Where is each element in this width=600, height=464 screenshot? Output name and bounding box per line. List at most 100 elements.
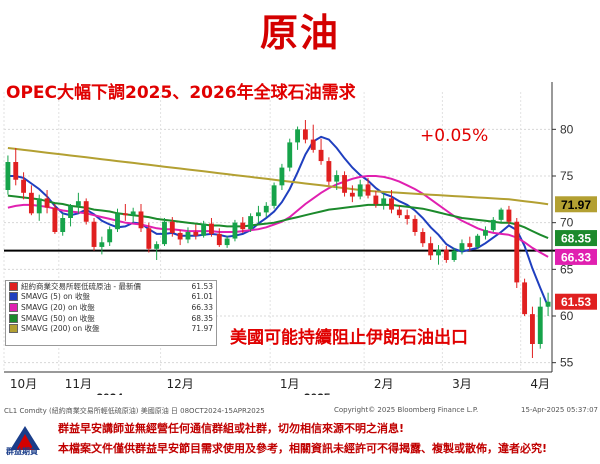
candle-body — [302, 129, 308, 140]
chart-legend: 紐約商業交易所輕低硫原油 - 最新價 61.53 SMAVG (5) on 收盤… — [5, 280, 217, 346]
candle-body — [318, 149, 324, 162]
legend-label: SMAVG (20) on 收盤 — [21, 302, 95, 312]
candle-body — [310, 139, 316, 150]
candle-body — [177, 232, 183, 240]
candle-body — [279, 167, 285, 186]
legend-swatch — [9, 313, 18, 323]
legend-label: SMAVG (5) on 收盤 — [21, 292, 90, 302]
candle-body — [443, 249, 449, 260]
candle-body — [68, 205, 73, 218]
legend-row: SMAVG (200) on 收盤 71.97 — [6, 323, 216, 334]
candle-body — [287, 142, 293, 168]
candle-body — [5, 162, 11, 190]
source-copyright: Copyright© 2025 Bloomberg Finance L.P. — [334, 406, 479, 414]
candle-body — [412, 218, 418, 232]
y-tick-label: 80 — [560, 122, 574, 136]
x-tick-label: 11月 — [65, 377, 92, 391]
legend-swatch — [9, 324, 18, 334]
last-value-text: 71.97 — [561, 198, 591, 212]
legend-row: SMAVG (50) on 收盤 68.35 — [6, 313, 216, 324]
candle-body — [467, 243, 473, 247]
candle-body — [216, 233, 222, 246]
y-tick-label: 75 — [560, 169, 574, 183]
candle-body — [459, 243, 465, 251]
candle-body — [381, 198, 387, 204]
candle-body — [138, 211, 144, 229]
legend-value: 61.01 — [191, 292, 213, 302]
candle-body — [130, 211, 136, 216]
candle-body — [146, 228, 152, 249]
last-value-tags: 71.97 68.35 66.33 61.53 — [555, 196, 597, 310]
candle-body — [201, 223, 207, 236]
candle-body — [545, 301, 551, 307]
candle-body — [224, 238, 230, 246]
series-line — [7, 194, 549, 240]
candle-body — [248, 216, 254, 230]
candle-body — [349, 192, 355, 197]
last-value-text: 61.53 — [561, 295, 591, 309]
candle-body — [506, 209, 512, 222]
candle-body — [169, 221, 175, 233]
price-chart: 55 60 65 70 75 80 10月 11月 12月 1月 2月 3月 4月 2024 2025 71… — [3, 82, 597, 395]
candle-body — [99, 242, 105, 247]
candle-body — [162, 221, 167, 245]
last-value-text: 66.33 — [561, 250, 591, 264]
legend-label: SMAVG (200) on 收盤 — [21, 324, 100, 334]
last-value-tag — [555, 293, 597, 310]
series-line — [7, 175, 549, 258]
legend-label: 紐約商業交易所輕低硫原油 - 最新價 — [21, 281, 141, 291]
legend-row: 紐約商業交易所輕低硫原油 - 最新價 61.53 — [6, 281, 216, 292]
candle-body — [373, 195, 379, 204]
candle-body — [389, 198, 394, 210]
candle-body — [334, 175, 340, 182]
page-title: 原油 — [259, 11, 340, 55]
legend-swatch — [9, 302, 18, 312]
candle-body — [498, 209, 504, 220]
percent-change: +0.05% — [420, 126, 489, 146]
candles — [5, 120, 551, 358]
candle-body — [232, 222, 238, 239]
candle-body — [514, 221, 520, 283]
candle-body — [428, 243, 434, 256]
candle-body — [36, 198, 42, 214]
candle-body — [60, 218, 66, 232]
candle-body — [28, 192, 34, 214]
legend-value: 68.35 — [191, 313, 213, 323]
x-tick-label: 3月 — [452, 377, 472, 391]
y-tick-label: 55 — [560, 356, 574, 370]
candle-body — [107, 229, 113, 243]
candle-body — [21, 179, 26, 193]
legend-value: 61.53 — [191, 281, 213, 291]
candle-body — [483, 230, 488, 236]
x-tick-label: 1月 — [280, 377, 300, 391]
legend-value: 66.33 — [191, 302, 213, 312]
candle-body — [365, 184, 371, 196]
x-tick-label: 4月 — [530, 377, 550, 391]
axes: 55 60 65 70 75 80 10月 11月 12月 1月 2月 3月 4月 2024 2025 — [4, 82, 574, 395]
candle-body — [122, 213, 128, 216]
series-line — [7, 147, 549, 206]
candle-body — [154, 244, 160, 249]
y-tick-label: 60 — [560, 309, 574, 323]
candle-body — [13, 162, 19, 180]
candle-body — [404, 215, 410, 219]
candle-body — [209, 223, 214, 234]
candle-body — [75, 201, 81, 206]
candle-body — [44, 198, 50, 208]
candle-body — [522, 282, 528, 315]
chart-subtitle: OPEC大幅下調2025、2026年全球石油需求 — [6, 83, 356, 103]
last-value-tag — [555, 230, 597, 247]
legend-row: SMAVG (5) on 收盤 61.01 — [6, 292, 216, 303]
x-tick-label: 10月 — [10, 377, 37, 391]
source-timestamp: 15-Apr-2025 05:37:07 — [521, 406, 598, 414]
candle-body — [256, 212, 261, 217]
candle-body — [342, 175, 347, 193]
candle-body — [83, 201, 89, 222]
legend-value: 71.97 — [191, 324, 213, 334]
candle-body — [91, 221, 97, 247]
candle-body — [326, 161, 332, 182]
x-tick-label: 2月 — [374, 377, 394, 391]
candle-body — [193, 232, 199, 236]
last-value-text: 68.35 — [561, 232, 591, 246]
chart-annotation: 美國可能持續阻止伊朗石油出口 — [230, 328, 468, 348]
